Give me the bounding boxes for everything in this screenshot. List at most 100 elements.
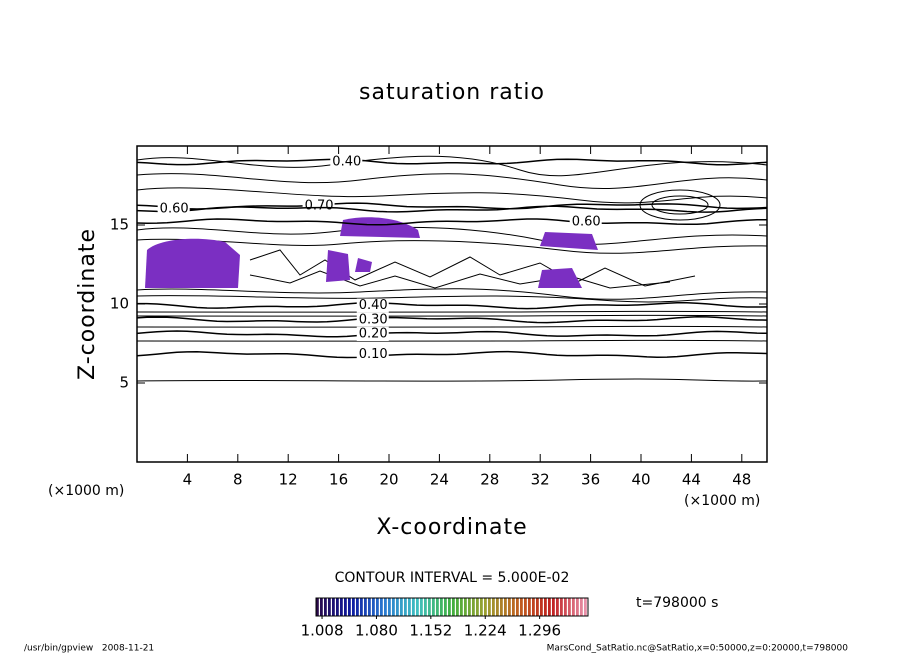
colorbar-cell <box>324 598 327 616</box>
colorbar-cell <box>364 598 367 616</box>
colorbar-cell <box>504 598 507 616</box>
colorbar-cell <box>516 598 519 616</box>
colorbar-tick-label: 1.080 <box>355 622 398 640</box>
supersaturated-region <box>340 217 420 238</box>
contour-line-deco <box>136 238 768 254</box>
contour-line-deco <box>136 187 768 204</box>
colorbar-cell <box>408 598 411 616</box>
colorbar-cell <box>468 598 471 616</box>
y-tick-label: 15 <box>110 216 129 234</box>
contour-line <box>136 158 768 166</box>
colorbar-cell <box>544 598 547 616</box>
contour-label-bg <box>356 312 389 327</box>
colorbar-cell <box>340 598 343 616</box>
colorbar-cell <box>564 598 567 616</box>
x-tick-label: 8 <box>233 471 243 489</box>
colorbar-cell <box>520 598 523 616</box>
y-unit: (×1000 m) <box>48 483 124 499</box>
contour-line <box>136 205 768 213</box>
colorbar-cell <box>492 598 495 616</box>
colorbar-cell <box>488 598 491 616</box>
colorbar-cell <box>500 598 503 616</box>
colorbar-cell <box>448 598 451 616</box>
contour-line-deco <box>136 173 768 190</box>
y-tick-label: 10 <box>110 295 129 313</box>
colorbar-cell <box>572 598 575 616</box>
colorbar-cell <box>384 598 387 616</box>
contour-line-deco <box>651 195 709 215</box>
colorbar-cell <box>540 598 543 616</box>
x-tick-label: 4 <box>183 471 193 489</box>
colorbar-tick-label: 1.224 <box>464 622 507 640</box>
contour-label: 0.40 <box>332 154 361 169</box>
colorbar-tick-label: 1.296 <box>518 622 561 640</box>
colorbar-frame <box>315 597 589 617</box>
colorbar-cell <box>368 598 371 616</box>
contour-label: 0.20 <box>359 327 388 342</box>
contour-line <box>136 330 768 338</box>
colorbar-cell <box>320 598 323 616</box>
plot-frame <box>136 145 768 463</box>
colorbar-cell <box>412 598 415 616</box>
colorbar-cell <box>576 598 579 616</box>
supersaturated-region <box>355 258 372 272</box>
x-tick-label: 44 <box>682 471 701 489</box>
colorbar-cell <box>476 598 479 616</box>
contour-label: 0.70 <box>305 199 334 214</box>
colorbar-cell <box>328 598 331 616</box>
supersaturated-region <box>538 268 582 288</box>
colorbar-cell <box>460 598 463 616</box>
colorbar-cell <box>580 598 583 616</box>
colorbar-cell <box>372 598 375 616</box>
contour-line-deco <box>136 314 768 317</box>
x-tick-label: 48 <box>732 471 751 489</box>
colorbar-cell <box>420 598 423 616</box>
colorbar-cell <box>452 598 455 616</box>
colorbar-cell <box>376 598 379 616</box>
y-tick-label: 5 <box>119 374 129 392</box>
time-label: t=798000 s <box>636 595 718 611</box>
colorbar-cell <box>536 598 539 616</box>
colorbar-cell <box>336 598 339 616</box>
colorbar-cell <box>436 598 439 616</box>
colorbar-cell <box>496 598 499 616</box>
x-tick-label: 12 <box>279 471 298 489</box>
colorbar-cell <box>360 598 363 616</box>
supersaturated-regions <box>145 217 598 288</box>
x-tick-label: 32 <box>531 471 550 489</box>
colorbar-cell <box>548 598 551 616</box>
supersaturated-region <box>540 232 598 250</box>
chart-title: saturation ratio <box>359 80 545 105</box>
contour-label: 0.60 <box>160 202 189 217</box>
supersaturated-region <box>326 250 350 282</box>
colorbar-cell <box>348 598 351 616</box>
x-unit: (×1000 m) <box>684 493 760 509</box>
contour-line-deco <box>136 310 768 313</box>
contour-line-deco <box>136 339 768 342</box>
colorbar-cell <box>512 598 515 616</box>
colorbar-cell <box>316 598 319 616</box>
colorbar-cell <box>568 598 571 616</box>
colorbar-cell <box>584 598 587 616</box>
colorbar-cell <box>432 598 435 616</box>
contour-line-deco <box>136 325 768 328</box>
colorbar-cell <box>456 598 459 616</box>
contour-label: 0.30 <box>359 312 388 327</box>
colorbar-cell <box>404 598 407 616</box>
colorbar-cell <box>508 598 511 616</box>
x-tick-label: 28 <box>480 471 499 489</box>
x-tick-label: 36 <box>581 471 600 489</box>
footer-left: /usr/bin/gpview 2008-11-21 <box>24 644 154 654</box>
x-axis-label: X-coordinate <box>376 515 527 540</box>
colorbar-cell <box>560 598 563 616</box>
contour-label-bg <box>569 214 602 229</box>
colorbar-cell <box>532 598 535 616</box>
colorbar-cell <box>444 598 447 616</box>
colorbar-cell <box>424 598 427 616</box>
colorbar-cell <box>392 598 395 616</box>
contour-label-bg <box>157 202 190 217</box>
contour-line-deco <box>136 288 768 300</box>
contour-label-bg <box>356 298 389 313</box>
x-tick-label: 20 <box>379 471 398 489</box>
colorbar-cell <box>556 598 559 616</box>
